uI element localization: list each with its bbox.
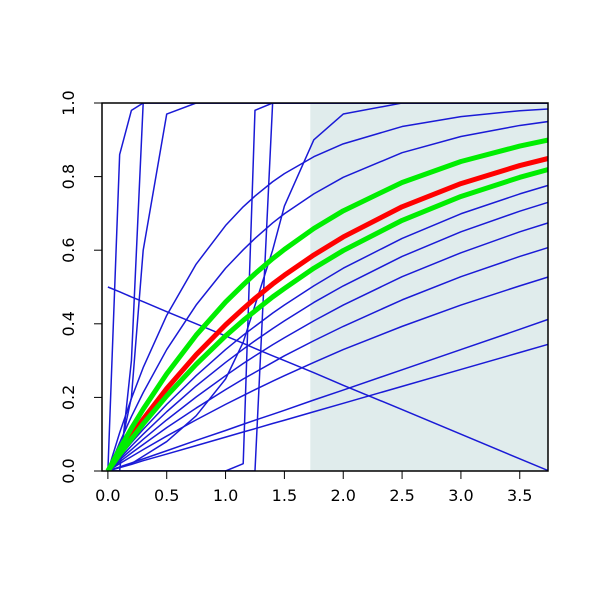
plot-area — [105, 103, 548, 471]
series-line — [105, 137, 548, 471]
x-tick-label: 0.5 — [154, 486, 179, 505]
x-tick-label: 3.5 — [507, 486, 532, 505]
y-tick-label: 0.8 — [59, 164, 78, 189]
y-tick-label: 0.4 — [59, 311, 78, 336]
x-tick-label: 2.0 — [331, 486, 356, 505]
x-tick-label: 1.0 — [213, 486, 238, 505]
series-line — [107, 246, 548, 471]
series-line — [107, 201, 548, 471]
series-line — [107, 222, 548, 471]
series-line — [107, 343, 548, 471]
y-tick-label: 0.0 — [59, 458, 78, 483]
series-line — [105, 166, 548, 471]
series-line — [107, 108, 548, 471]
x-tick-label: 2.5 — [389, 486, 414, 505]
series-line — [107, 103, 548, 471]
x-tick-label: 0.0 — [95, 486, 120, 505]
series-line — [107, 318, 548, 471]
y-tick-label: 0.6 — [59, 237, 78, 262]
series-line — [107, 120, 548, 471]
plot-frame — [101, 102, 549, 472]
highlight-region — [310, 103, 548, 471]
x-tick-label: 3.0 — [448, 486, 473, 505]
series-line — [105, 155, 548, 471]
y-tick-label: 0.2 — [59, 385, 78, 410]
series-line — [107, 103, 548, 471]
series-line — [107, 103, 548, 471]
series-line — [107, 184, 548, 471]
y-tick-label: 1.0 — [59, 90, 78, 115]
x-tick-label: 1.5 — [272, 486, 297, 505]
series-line — [107, 103, 548, 471]
series-line — [107, 276, 548, 471]
series-line — [107, 103, 548, 471]
